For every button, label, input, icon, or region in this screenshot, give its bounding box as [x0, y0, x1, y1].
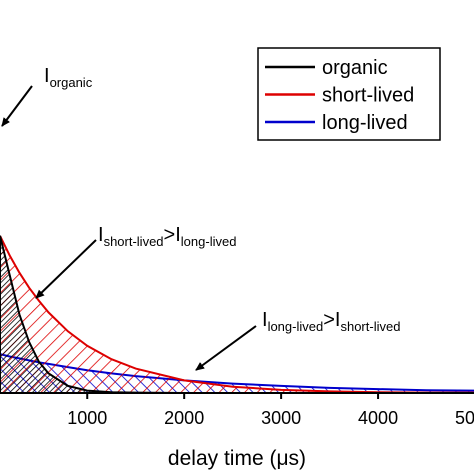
arrow	[35, 239, 97, 299]
x-tick-label: 2000	[164, 408, 204, 428]
x-tick-label: 5000	[455, 408, 474, 428]
annotation-text: I	[98, 224, 104, 246]
area	[0, 235, 474, 394]
arrow	[195, 325, 257, 371]
legend-label: organic	[322, 57, 388, 79]
annotation-text: I	[44, 65, 50, 87]
annotation-text: >I	[323, 309, 340, 331]
annotation-subscript: short-lived	[104, 234, 164, 249]
annotations: IorganicIshort-lived>Ilong-livedIlong-li…	[44, 65, 400, 334]
arrow	[1, 85, 33, 127]
plot-area	[0, 235, 474, 394]
x-tick-label: 1000	[67, 408, 107, 428]
annotation: Ishort-lived>Ilong-lived	[98, 224, 236, 249]
x-axis-label: delay time (μs)	[168, 447, 306, 470]
annotation: Iorganic	[44, 65, 93, 90]
annotation-subscript: long-lived	[268, 319, 324, 334]
annotation: Ilong-lived>Ishort-lived	[262, 309, 400, 334]
annotation-text: >I	[164, 224, 181, 246]
annotation-text: I	[262, 309, 268, 331]
annotation-subscript: organic	[50, 75, 93, 90]
x-tick-label: 4000	[358, 408, 398, 428]
legend-label: long-lived	[322, 112, 408, 134]
legend-label: short-lived	[322, 85, 414, 107]
legend: organic short-lived long-lived	[265, 57, 414, 134]
annotation-subscript: short-lived	[340, 319, 400, 334]
x-ticks: 1000 2000 3000 4000 5000	[67, 393, 474, 428]
annotation-subscript: long-lived	[181, 234, 237, 249]
x-tick-label: 3000	[261, 408, 301, 428]
